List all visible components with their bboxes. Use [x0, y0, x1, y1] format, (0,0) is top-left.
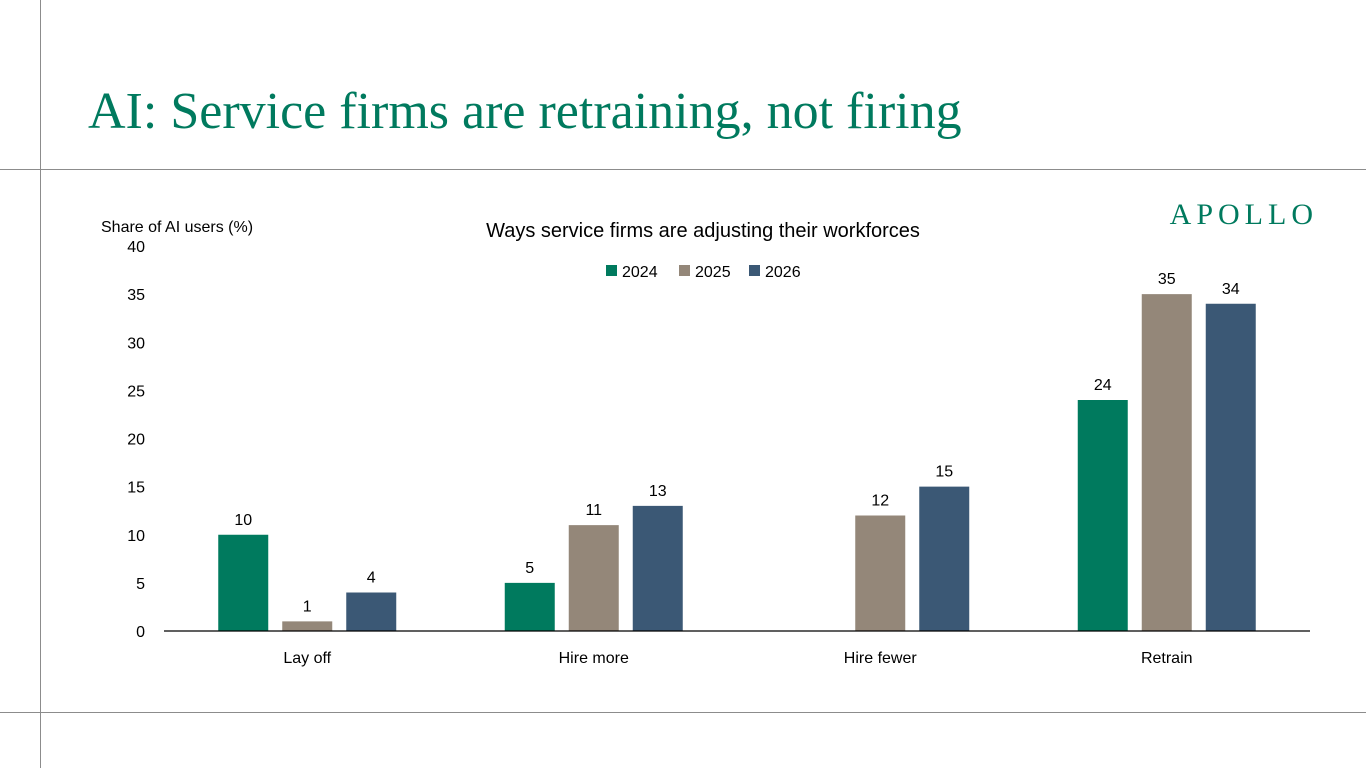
slide-guide-top: [0, 169, 1366, 170]
bar-2026-retrain: [1205, 303, 1256, 631]
legend-label: 2025: [695, 264, 731, 281]
data-label: 34: [1222, 281, 1240, 298]
x-tick-label: Hire fewer: [844, 650, 918, 667]
data-label: 35: [1158, 271, 1176, 288]
data-label: 4: [367, 570, 376, 587]
y-tick-label: 0: [136, 624, 145, 641]
chart-title: Ways service firms are adjusting their w…: [486, 220, 920, 242]
data-label: 1: [303, 598, 312, 615]
y-axis-label: Share of AI users (%): [101, 219, 253, 236]
data-label: 13: [649, 483, 667, 500]
bar-2025-hire-more: [568, 525, 619, 631]
apollo-logo: APOLLO: [1169, 198, 1318, 231]
legend-swatch-2025: [679, 265, 690, 276]
x-axis-ticks: Lay off Hire more Hire fewer Retrain: [283, 650, 1192, 667]
page-title: AI: Service firms are retraining, not fi…: [88, 83, 962, 140]
data-label: 12: [871, 493, 889, 510]
y-tick-label: 40: [127, 239, 145, 256]
legend-swatch-2024: [606, 265, 617, 276]
legend-label: 2026: [765, 264, 801, 281]
data-label: 11: [585, 502, 602, 519]
bar-2025-hire-fewer: [855, 515, 906, 631]
x-tick-label: Hire more: [559, 650, 629, 667]
bar-2025-retrain: [1141, 294, 1192, 631]
x-tick-label: Retrain: [1141, 650, 1193, 667]
y-tick-label: 25: [127, 383, 145, 400]
y-tick-label: 15: [127, 480, 145, 497]
data-label: 15: [935, 464, 953, 481]
y-tick-label: 30: [127, 335, 145, 352]
bar-2026-hire-more: [632, 505, 683, 631]
x-tick-label: Lay off: [283, 650, 331, 667]
y-tick-label: 35: [127, 287, 145, 304]
bar-2026-hire-fewer: [919, 486, 970, 631]
data-label: 5: [525, 560, 534, 577]
slide-guide-vertical: [40, 0, 41, 768]
legend: 2024 2025 2026: [606, 264, 801, 281]
legend-swatch-2026: [749, 265, 760, 276]
y-tick-label: 5: [136, 576, 145, 593]
bar-2024-retrain: [1077, 400, 1128, 631]
bar-2025-lay-off: [282, 621, 333, 631]
slide-guide-bottom: [0, 712, 1366, 713]
bars: 10 1 4 5 11 13 12 15 24 35 34: [218, 271, 1256, 631]
y-tick-label: 10: [127, 528, 145, 545]
bar-2026-lay-off: [346, 592, 397, 631]
bar-2024-lay-off: [218, 534, 269, 631]
data-label: 10: [234, 512, 252, 529]
legend-label: 2024: [622, 264, 658, 281]
y-tick-label: 20: [127, 432, 145, 449]
data-label: 24: [1094, 377, 1112, 394]
y-axis-ticks: 0 5 10 15 20 25 30 35 40: [127, 239, 145, 641]
bar-2024-hire-more: [504, 582, 555, 631]
